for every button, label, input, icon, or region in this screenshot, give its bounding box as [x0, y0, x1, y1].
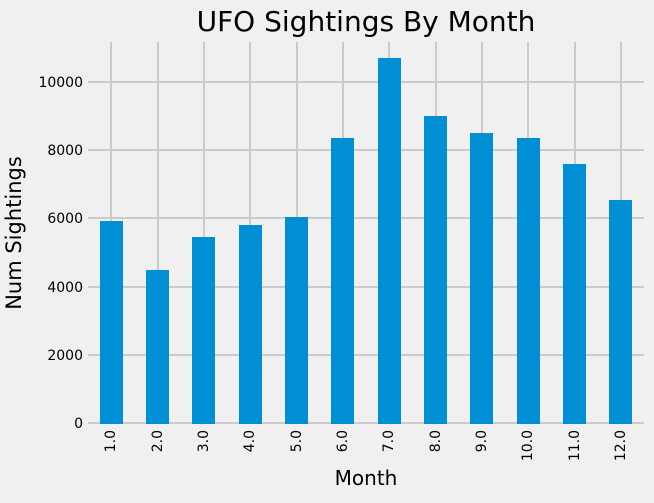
y-axis-label: Num Sightings: [2, 156, 26, 310]
plot-area: [88, 42, 644, 424]
bar-month-3.0: [192, 237, 216, 424]
y-tick-label: 10000: [38, 74, 83, 91]
gridline-h: [88, 80, 644, 83]
y-tick-label: 4000: [47, 279, 83, 296]
x-tick-label: 5.0: [288, 430, 305, 453]
x-tick-label: 6.0: [334, 430, 351, 453]
bar-month-9.0: [470, 133, 494, 424]
bar-month-8.0: [424, 115, 447, 424]
y-tick-label: 0: [74, 416, 83, 432]
y-tick-label: 6000: [47, 211, 83, 228]
x-tick-label: 4.0: [242, 430, 259, 453]
x-tick-label: 12.0: [612, 430, 629, 462]
x-tick-label: 8.0: [427, 430, 444, 453]
gridline-h: [88, 285, 644, 288]
gridline-v: [202, 42, 205, 424]
x-tick-label: 3.0: [195, 430, 212, 453]
bar-month-6.0: [331, 137, 355, 424]
gridline-h: [88, 353, 644, 356]
bar-month-5.0: [285, 216, 308, 424]
gridline-v: [156, 42, 159, 424]
x-axis-label: Month: [334, 466, 398, 490]
y-tick-label: 2000: [47, 347, 83, 364]
bar-month-10.0: [516, 137, 540, 424]
bar-month-7.0: [377, 57, 401, 424]
bar-month-2.0: [146, 269, 169, 424]
bar-month-12.0: [609, 199, 633, 424]
x-tick-label: 11.0: [566, 430, 583, 462]
bar-month-11.0: [563, 164, 586, 424]
x-tick-label: 9.0: [473, 430, 490, 453]
x-tick-label: 10.0: [520, 430, 537, 462]
bar-month-4.0: [238, 225, 262, 424]
x-tick-label: 1.0: [103, 430, 120, 453]
bar-month-1.0: [99, 220, 123, 424]
chart-title: UFO Sightings By Month: [196, 5, 536, 38]
x-tick-label: 2.0: [149, 430, 166, 453]
gridline-h: [88, 149, 644, 152]
gridline-h: [88, 217, 644, 220]
gridline-h: [88, 422, 644, 424]
y-tick-label: 8000: [47, 143, 83, 160]
x-tick-label: 7.0: [381, 430, 398, 453]
